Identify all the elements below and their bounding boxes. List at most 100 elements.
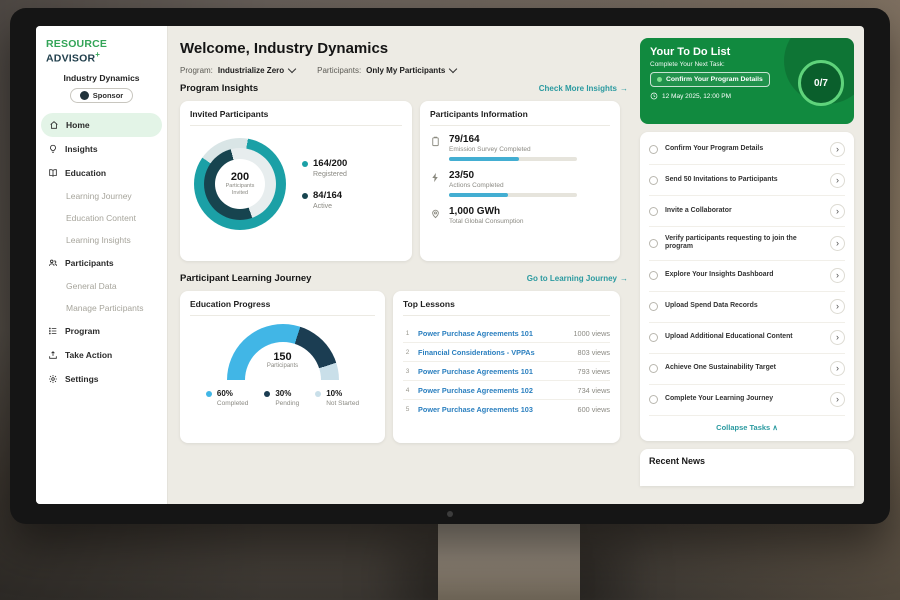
checkbox-icon[interactable] [649, 333, 658, 343]
lightblue-dot-icon [205, 390, 212, 397]
book-icon [49, 168, 57, 177]
next-task-chip[interactable]: Confirm Your Program Details [650, 72, 770, 87]
chevron-right-icon[interactable]: › [830, 141, 845, 157]
chevron-right-icon[interactable]: › [830, 172, 845, 188]
due-date-text: 12 May 2025, 12:00 PM [662, 92, 732, 100]
lesson-link[interactable]: Financial Considerations - VPPAs [418, 347, 535, 357]
gauge-value: 150 [273, 351, 292, 363]
sidebar-item-home[interactable]: Home [41, 112, 162, 137]
task-item[interactable]: Explore Your Insights Dashboard › [649, 261, 845, 292]
chevron-right-icon[interactable]: › [830, 268, 845, 284]
checkbox-icon[interactable] [649, 206, 658, 216]
sidebar-item-education-content[interactable]: Education Content [66, 212, 136, 223]
task-item[interactable]: Confirm Your Program Details › [649, 134, 845, 165]
lesson-views: 803 views [577, 347, 610, 357]
sidebar-item-participants[interactable]: Participants [36, 251, 167, 275]
checkbox-icon[interactable] [649, 238, 658, 248]
clipboard-icon [432, 136, 439, 147]
participants-filter[interactable]: Participants: Only My Participants [317, 64, 458, 75]
education-progress-card: Education Progress 150 Participants 60% … [180, 291, 385, 443]
chevron-right-icon[interactable]: › [830, 299, 845, 315]
go-to-learning-journey-link[interactable]: Go to Learning Journey → [527, 274, 628, 283]
task-label: Upload Spend Data Records [665, 302, 758, 310]
chevron-up-icon: ∧ [772, 422, 778, 432]
lesson-link[interactable]: Power Purchase Agreements 103 [418, 404, 533, 414]
chevron-right-icon[interactable]: › [830, 361, 845, 377]
sidebar-item-education[interactable]: Education [36, 161, 167, 185]
lesson-link[interactable]: Power Purchase Agreements 101 [418, 366, 533, 376]
learning-cards-row: Education Progress 150 Participants 60% … [180, 291, 628, 443]
lesson-views: 600 views [577, 404, 610, 414]
link-label: Check More Insights [538, 84, 617, 93]
donut-center-value: 200 [230, 171, 250, 184]
sidebar-item-take-action[interactable]: Take Action [36, 343, 167, 367]
sidebar-item-settings[interactable]: Settings [36, 367, 167, 391]
checkbox-icon[interactable] [649, 175, 658, 185]
check-more-insights-link[interactable]: Check More Insights → [539, 84, 628, 93]
donut-wrap: 200 Participants Invited 164/200 Registe… [190, 134, 402, 230]
checkbox-icon[interactable] [649, 364, 658, 374]
sidebar-item-label: Program [65, 325, 100, 336]
collapse-tasks-link[interactable]: Collapse Tasks ∧ [649, 416, 845, 439]
chevron-right-icon[interactable]: › [830, 392, 845, 408]
sidebar-item-manage-participants[interactable]: Manage Participants [66, 302, 144, 313]
lesson-rank: 4 [405, 386, 410, 394]
sponsor-badge[interactable]: Sponsor [69, 87, 134, 103]
todo-progress-ring: 0/7 [798, 60, 844, 106]
chevron-right-icon[interactable]: › [830, 330, 845, 346]
info-row-consumption: 1,000 GWh Total Global Consumption [430, 206, 610, 229]
checkbox-icon[interactable] [649, 302, 658, 312]
task-item[interactable]: Send 50 Invitations to Participants › [649, 165, 845, 196]
task-item[interactable]: Upload Spend Data Records › [649, 292, 845, 323]
gauge-center: 150 Participants [227, 351, 339, 369]
clock-icon [650, 92, 658, 100]
task-item[interactable]: Invite a Collaborator › [649, 196, 845, 227]
task-label: Explore Your Insights Dashboard [665, 271, 774, 279]
logo-resource: RESOURCE [46, 38, 108, 50]
task-item[interactable]: Verify participants requesting to join t… [649, 227, 845, 261]
sidebar-item-general-data[interactable]: General Data [66, 280, 117, 291]
arrow-right-icon: → [620, 274, 628, 283]
recent-news-title: Recent News [649, 455, 706, 466]
program-filter-value: Industrialize Zero [217, 66, 285, 75]
sidebar-item-learning-journey[interactable]: Learning Journey [66, 190, 132, 201]
program-filter[interactable]: Program: Industrialize Zero [180, 64, 297, 75]
section-title: Program Insights [180, 83, 259, 94]
upload-arrow-icon [49, 350, 57, 359]
task-item[interactable]: Complete Your Learning Journey › [649, 385, 845, 416]
legend-item-not-started: 10% Not Started [315, 389, 359, 407]
filters-bar: Program: Industrialize Zero Participants… [180, 64, 628, 75]
todo-tasks-card: Confirm Your Program Details › Send 50 I… [640, 132, 854, 441]
participants-filter-label: Participants: [317, 66, 362, 75]
task-item[interactable]: Achieve One Sustainability Target › [649, 354, 845, 385]
info-label: Actions Completed [449, 182, 504, 189]
sidebar: RESOURCE ADVISOR+ Industry Dynamics Spon… [36, 26, 168, 504]
lesson-row: 3 Power Purchase Agreements 101 793 view… [403, 362, 610, 381]
logo-advisor: ADVISOR [46, 52, 96, 65]
insights-cards-row: Invited Participants 200 Participants In… [180, 101, 628, 261]
chevron-right-icon[interactable]: › [830, 235, 845, 251]
lesson-rank: 3 [405, 367, 410, 375]
sidebar-item-label: Take Action [65, 349, 113, 360]
checkbox-icon[interactable] [649, 395, 658, 405]
lesson-link[interactable]: Power Purchase Agreements 101 [418, 328, 533, 338]
task-label: Achieve One Sustainability Target [665, 364, 776, 372]
gear-icon [49, 374, 57, 383]
lightning-icon [432, 172, 438, 183]
list-icon [49, 327, 57, 334]
chevron-right-icon[interactable]: › [830, 203, 845, 219]
checkbox-icon[interactable] [649, 271, 658, 281]
lesson-link[interactable]: Power Purchase Agreements 102 [418, 385, 533, 395]
task-item[interactable]: Upload Additional Educational Content › [649, 323, 845, 354]
sidebar-item-learning-insights[interactable]: Learning Insights [66, 234, 131, 245]
sidebar-item-program[interactable]: Program [36, 319, 167, 343]
sidebar-item-label: Participants [65, 257, 114, 268]
legend-label: Registered [313, 171, 347, 178]
info-body: 1,000 GWh Total Global Consumption [449, 206, 523, 229]
sidebar-item-label: Education [65, 167, 107, 178]
lesson-row: 1 Power Purchase Agreements 101 1000 vie… [403, 324, 610, 343]
checkbox-icon[interactable] [649, 144, 658, 154]
info-value: 1,000 GWh [449, 206, 501, 217]
sidebar-item-insights[interactable]: Insights [36, 137, 167, 161]
lesson-row: 4 Power Purchase Agreements 102 734 view… [403, 381, 610, 400]
